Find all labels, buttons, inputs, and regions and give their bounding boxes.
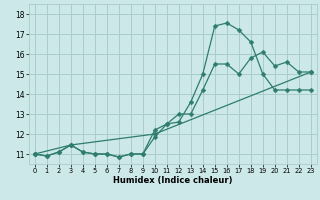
X-axis label: Humidex (Indice chaleur): Humidex (Indice chaleur)	[113, 176, 233, 185]
